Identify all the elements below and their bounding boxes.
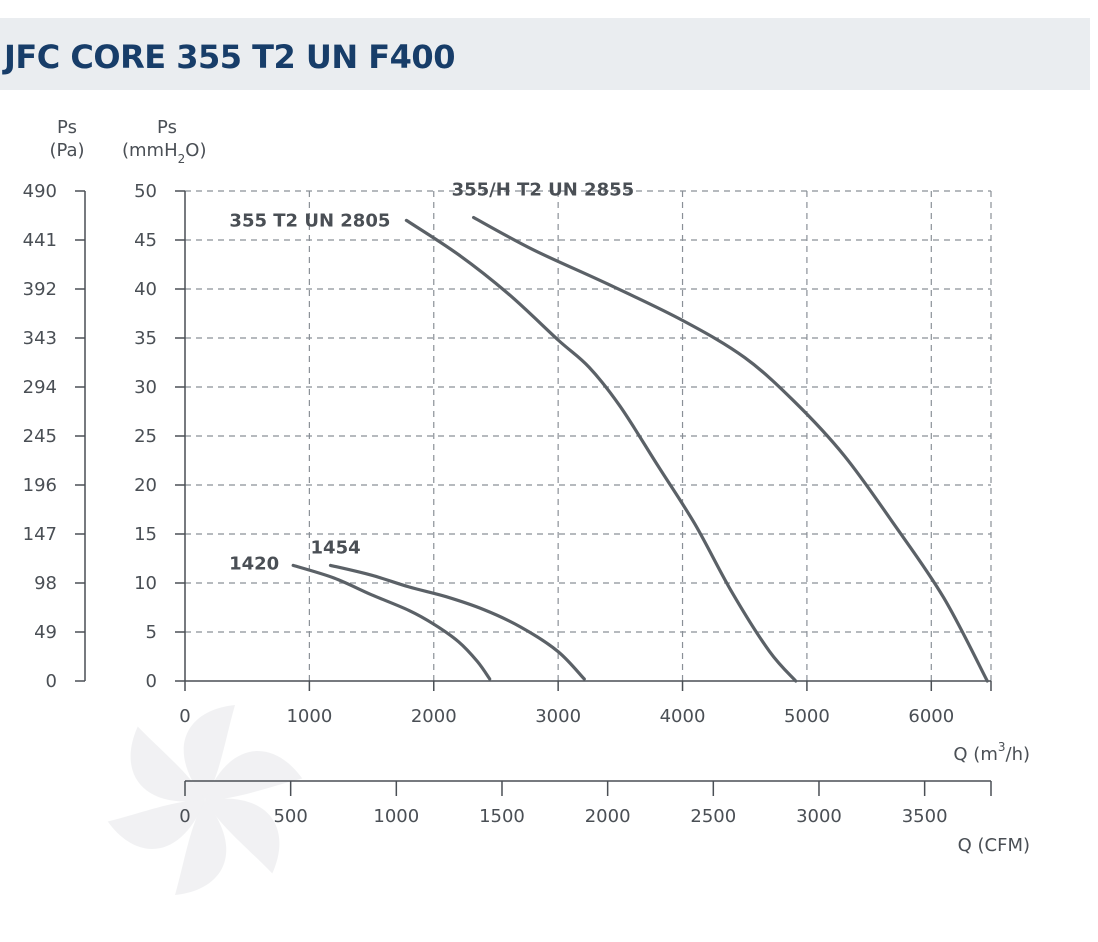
y-left-tick-label-49: 49 bbox=[34, 622, 57, 643]
curve-355-h-t2-un-2855 bbox=[472, 215, 989, 683]
curve-label-1454: 1454 bbox=[311, 537, 361, 558]
x-m3h-title-sup: 3 bbox=[998, 740, 1006, 754]
x-m3h-title-pre: Q (m bbox=[953, 744, 997, 765]
y-right-tick-label-40: 40 bbox=[134, 279, 157, 300]
grid bbox=[184, 190, 992, 682]
curve-1454 bbox=[328, 563, 586, 681]
x-m3h-title: Q (m3/h) bbox=[953, 740, 1030, 765]
curve-label-355-t2-un-2805: 355 T2 UN 2805 bbox=[229, 210, 390, 231]
y-left-tick-label-294: 294 bbox=[23, 377, 57, 398]
y-right-tick-label-50: 50 bbox=[134, 181, 157, 202]
title-bar: JFC CORE 355 T2 UN F400 bbox=[0, 18, 1090, 90]
x-m3h-ticks: 0 1000 2000 3000 4000 5000 6000 bbox=[179, 681, 992, 727]
x-cfm-ticks: 0 500 1000 1500 2000 2500 3000 3500 bbox=[179, 781, 992, 827]
y-right-tick-label-5: 5 bbox=[146, 622, 157, 643]
fan-logo-watermark bbox=[107, 705, 303, 895]
x-cfm-tick-label-3000: 3000 bbox=[796, 806, 842, 827]
y-left-tick-label-441: 441 bbox=[23, 230, 57, 251]
x-cfm-title: Q (CFM) bbox=[958, 835, 1030, 856]
y-right-tick-label-30: 30 bbox=[134, 377, 157, 398]
x-cfm-tick-label-1500: 1500 bbox=[479, 806, 525, 827]
y-right-title-pre: (mmH bbox=[122, 140, 178, 161]
y-right-tick-label-35: 35 bbox=[134, 328, 157, 349]
y-right-tick-label-0: 0 bbox=[146, 671, 157, 692]
y-right-tick-label-20: 20 bbox=[134, 475, 157, 496]
curve-label-1420: 1420 bbox=[229, 553, 279, 574]
y-left-tick-label-490: 490 bbox=[23, 181, 57, 202]
x-m3h-tick-label-5000: 5000 bbox=[784, 706, 830, 727]
x-cfm-tick-label-1000: 1000 bbox=[373, 806, 419, 827]
y-left-tick-label-245: 245 bbox=[23, 426, 57, 447]
x-cfm-tick-label-500: 500 bbox=[273, 806, 307, 827]
x-m3h-tick-label-3000: 3000 bbox=[535, 706, 581, 727]
y-left-tick-label-392: 392 bbox=[23, 279, 57, 300]
x-m3h-title-post: /h) bbox=[1006, 744, 1031, 765]
y-left-title-bottom: (Pa) bbox=[49, 140, 84, 161]
y-left-tick-label-0: 0 bbox=[46, 671, 57, 692]
curve-355-t2-un-2805 bbox=[404, 218, 798, 683]
y-right-title-post: O) bbox=[185, 140, 206, 161]
y-right-title-top: Ps bbox=[157, 117, 177, 138]
y-left-title-top: Ps bbox=[57, 117, 77, 138]
y-right-title-sub: 2 bbox=[178, 152, 186, 166]
x-m3h-tick-label-4000: 4000 bbox=[660, 706, 706, 727]
y-right-tick-label-25: 25 bbox=[134, 426, 157, 447]
curves: 355 T2 UN 2805 355/H T2 UN 2855 1420 1454 bbox=[229, 179, 989, 683]
y-left-tick-label-147: 147 bbox=[23, 524, 57, 545]
y-right-tick-label-45: 45 bbox=[134, 230, 157, 251]
y-right-tick-label-10: 10 bbox=[134, 573, 157, 594]
x-cfm-tick-label-2500: 2500 bbox=[690, 806, 736, 827]
x-cfm-tick-label-0: 0 bbox=[179, 806, 190, 827]
y-left-tick-label-196: 196 bbox=[23, 475, 57, 496]
curve-label-355-h-t2-un-2855: 355/H T2 UN 2855 bbox=[452, 179, 635, 200]
x-m3h-tick-label-1000: 1000 bbox=[286, 706, 332, 727]
x-cfm-tick-label-2000: 2000 bbox=[585, 806, 631, 827]
y-left-tick-label-343: 343 bbox=[23, 328, 57, 349]
chart-title: JFC CORE 355 T2 UN F400 bbox=[4, 38, 455, 76]
y-right-tick-label-15: 15 bbox=[134, 524, 157, 545]
x-m3h-tick-label-2000: 2000 bbox=[411, 706, 457, 727]
y-right-title-bottom: (mmH2O) bbox=[122, 140, 206, 166]
x-m3h-tick-label-6000: 6000 bbox=[908, 706, 954, 727]
x-cfm-tick-label-3500: 3500 bbox=[902, 806, 948, 827]
y-left-tick-label-98: 98 bbox=[34, 573, 57, 594]
curve-1420 bbox=[291, 563, 492, 681]
x-m3h-tick-label-0: 0 bbox=[179, 706, 190, 727]
